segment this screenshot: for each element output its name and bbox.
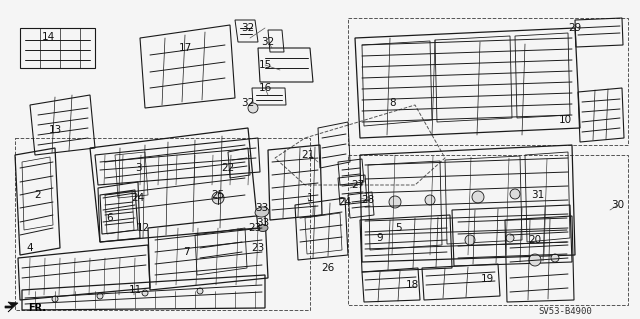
- Text: 15: 15: [259, 60, 271, 70]
- Text: 13: 13: [49, 125, 61, 135]
- Circle shape: [529, 254, 541, 266]
- Text: 32: 32: [241, 98, 255, 108]
- Text: 8: 8: [390, 98, 396, 108]
- Text: 31: 31: [531, 190, 545, 200]
- Text: 26: 26: [321, 263, 335, 273]
- Text: 11: 11: [129, 285, 141, 295]
- Text: 21: 21: [301, 150, 315, 160]
- Polygon shape: [5, 302, 18, 312]
- Text: 24: 24: [131, 193, 145, 203]
- Text: 19: 19: [481, 274, 493, 284]
- Circle shape: [389, 196, 401, 208]
- Text: 24: 24: [339, 197, 351, 207]
- Text: 18: 18: [405, 280, 419, 290]
- Text: 6: 6: [107, 213, 113, 223]
- Circle shape: [142, 290, 148, 296]
- Text: 30: 30: [611, 200, 625, 210]
- Circle shape: [551, 254, 559, 262]
- Circle shape: [506, 234, 514, 242]
- Text: 25: 25: [211, 190, 225, 200]
- Circle shape: [52, 296, 58, 302]
- Circle shape: [425, 195, 435, 205]
- Text: 29: 29: [568, 23, 582, 33]
- Text: 27: 27: [351, 180, 365, 190]
- Text: 22: 22: [221, 163, 235, 173]
- Circle shape: [97, 293, 103, 299]
- Text: 23: 23: [252, 243, 264, 253]
- Text: 17: 17: [179, 43, 191, 53]
- Text: 10: 10: [559, 115, 572, 125]
- Text: 5: 5: [395, 223, 401, 233]
- Circle shape: [465, 235, 475, 245]
- Text: 1: 1: [307, 193, 314, 203]
- Circle shape: [472, 191, 484, 203]
- Text: 33: 33: [255, 203, 269, 213]
- Circle shape: [197, 288, 203, 294]
- Text: 4: 4: [27, 243, 33, 253]
- Ellipse shape: [258, 225, 268, 232]
- Text: 14: 14: [42, 32, 54, 42]
- Text: 23: 23: [248, 223, 262, 233]
- Text: 3: 3: [134, 163, 141, 173]
- Text: FR.: FR.: [28, 303, 46, 313]
- Text: 16: 16: [259, 83, 271, 93]
- Text: 32: 32: [241, 23, 255, 33]
- Text: 7: 7: [182, 247, 189, 257]
- Circle shape: [248, 103, 258, 113]
- Circle shape: [212, 192, 224, 204]
- Text: 28: 28: [362, 195, 374, 205]
- Text: 12: 12: [136, 223, 150, 233]
- Circle shape: [510, 189, 520, 199]
- Text: SV53-B4900: SV53-B4900: [538, 308, 592, 316]
- Text: 2: 2: [35, 190, 42, 200]
- Text: 9: 9: [377, 233, 383, 243]
- Text: 20: 20: [529, 235, 541, 245]
- Ellipse shape: [255, 207, 269, 217]
- Text: 33: 33: [257, 218, 269, 228]
- Text: 32: 32: [261, 37, 275, 47]
